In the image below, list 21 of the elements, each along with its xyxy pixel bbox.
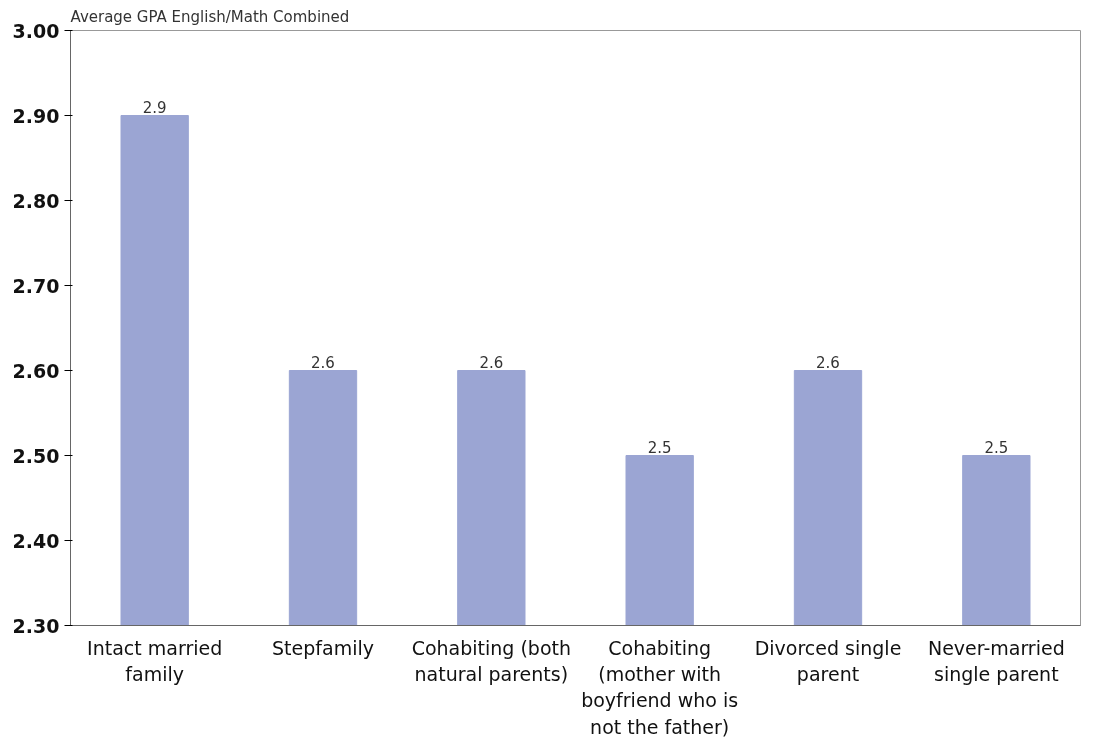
y-tick-label: 2.30 [12,614,60,637]
y-tick-label: 2.70 [12,274,60,297]
x-tick-label: Stepfamily [272,636,374,659]
data-label: 2.5 [984,438,1009,457]
x-tick-label: Divorced single parent [754,636,902,685]
y-tick-label: 2.90 [12,104,60,127]
y-tick-label: 2.60 [12,359,60,382]
data-label: 2.6 [311,353,335,372]
y-tick-label: 3.00 [12,19,60,42]
x-tick-label: Never-married single parent [927,636,1065,685]
data-label: 2.6 [816,353,840,372]
data-label: 2.5 [647,438,672,457]
x-tick-label: Cohabiting (mother with boyfriend who is not the father) [581,636,739,738]
data-label: 2.9 [142,98,167,117]
x-tick-label: Intact married family [87,636,223,685]
y-tick-label: 2.80 [12,189,60,212]
y-axis-title: Average GPA English/Math Combined [70,7,350,26]
x-tick-label: Cohabiting (both natural parents) [411,636,572,685]
y-tick-label: 2.40 [12,529,60,552]
y-tick-label: 2.50 [12,444,60,467]
data-label: 2.6 [479,353,504,372]
